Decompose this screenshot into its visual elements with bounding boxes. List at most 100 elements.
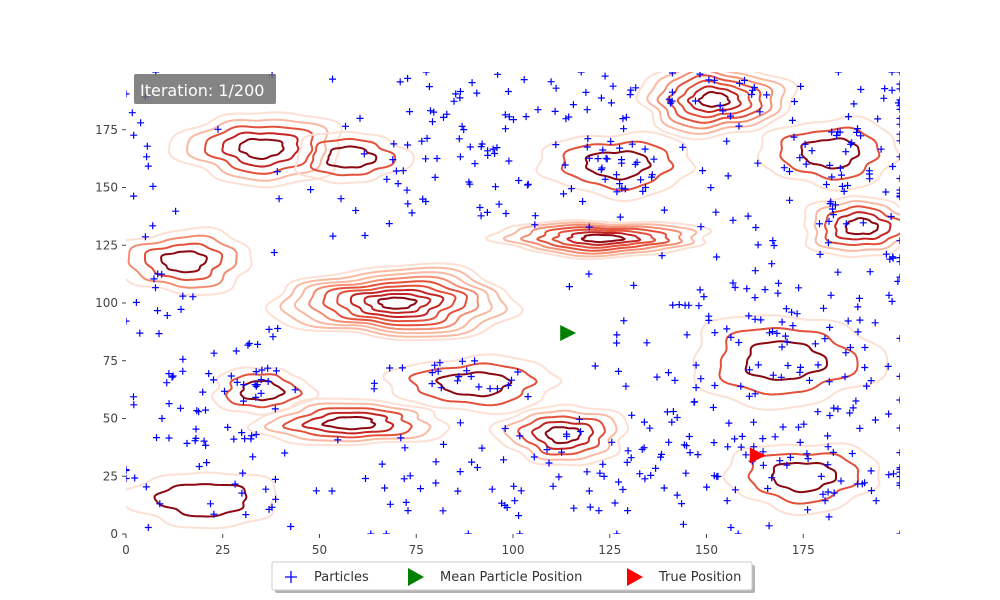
particle <box>478 444 486 452</box>
particle <box>450 97 458 105</box>
particle <box>352 207 360 214</box>
particle <box>826 161 834 169</box>
particle <box>797 82 805 90</box>
contour-line <box>803 194 900 259</box>
particle <box>477 143 485 151</box>
contour-line <box>308 275 480 331</box>
particle <box>639 187 647 195</box>
contour-line <box>377 296 418 310</box>
particle <box>492 183 499 191</box>
particle <box>622 382 630 390</box>
contour-line <box>584 150 652 181</box>
particle <box>804 455 812 463</box>
particle <box>896 102 900 110</box>
legend-item-mean-position: Mean Particle Position <box>408 568 582 586</box>
particle <box>859 219 867 227</box>
particle <box>783 338 791 346</box>
particle <box>154 307 161 315</box>
particle <box>500 456 507 464</box>
particle <box>854 328 862 336</box>
particle <box>808 147 816 155</box>
contour-line <box>293 271 493 335</box>
particle <box>471 160 479 168</box>
particle <box>694 451 702 459</box>
particle <box>765 522 773 530</box>
particle <box>264 364 272 372</box>
particle <box>622 113 630 121</box>
particle <box>156 500 164 508</box>
particle <box>641 145 649 153</box>
particle <box>804 506 812 514</box>
particle <box>643 339 651 347</box>
particle <box>788 308 796 316</box>
particle <box>394 180 402 188</box>
particle <box>502 210 510 217</box>
particle <box>867 467 875 475</box>
particle <box>731 435 739 443</box>
particle <box>152 284 159 292</box>
particle <box>249 453 257 461</box>
particle <box>751 294 759 302</box>
particle <box>601 175 609 183</box>
particle <box>386 364 394 372</box>
particle <box>896 237 900 245</box>
contour-line <box>239 379 286 402</box>
particle <box>742 451 750 459</box>
particle <box>769 328 776 336</box>
particle <box>692 384 700 392</box>
particle <box>842 220 850 228</box>
particle <box>200 437 208 445</box>
particle <box>274 325 282 332</box>
particle <box>245 340 253 347</box>
particle <box>547 78 555 86</box>
particle <box>623 458 631 466</box>
particle <box>491 150 499 157</box>
particle <box>834 268 842 276</box>
particle <box>422 72 430 76</box>
particle <box>401 444 409 452</box>
legend-label-true-position: True Position <box>658 570 741 585</box>
particle <box>203 459 211 467</box>
particle <box>871 319 879 327</box>
particle <box>601 72 609 80</box>
particle <box>681 301 689 309</box>
particle <box>678 500 686 508</box>
particle <box>824 443 832 451</box>
contour-line <box>722 442 881 517</box>
contour-line <box>488 403 629 467</box>
particle <box>759 461 767 469</box>
particle <box>422 155 430 163</box>
particle <box>806 376 813 384</box>
contour-line <box>744 340 828 381</box>
particle <box>642 184 649 191</box>
particle <box>707 184 715 192</box>
particle <box>668 88 676 96</box>
particle <box>793 310 801 318</box>
particle <box>640 444 648 452</box>
particle <box>675 301 683 309</box>
particle <box>367 530 375 534</box>
particle <box>165 370 173 378</box>
particle <box>464 530 472 534</box>
particle <box>618 159 626 167</box>
particle <box>716 102 724 109</box>
particle <box>423 134 431 142</box>
particle <box>611 499 619 507</box>
contour-line <box>265 262 524 342</box>
particle <box>786 453 794 461</box>
particle <box>842 349 850 357</box>
particle <box>795 284 803 292</box>
particle <box>565 283 573 291</box>
contour-line <box>747 452 860 505</box>
particle <box>854 303 862 311</box>
particle <box>896 254 900 262</box>
particle <box>628 411 636 419</box>
particle <box>782 305 790 313</box>
particle <box>403 186 411 194</box>
particle <box>888 72 896 76</box>
contour-line <box>144 242 224 282</box>
particle <box>840 187 848 195</box>
particle <box>789 322 797 330</box>
particle <box>729 216 737 224</box>
particle <box>552 141 560 149</box>
